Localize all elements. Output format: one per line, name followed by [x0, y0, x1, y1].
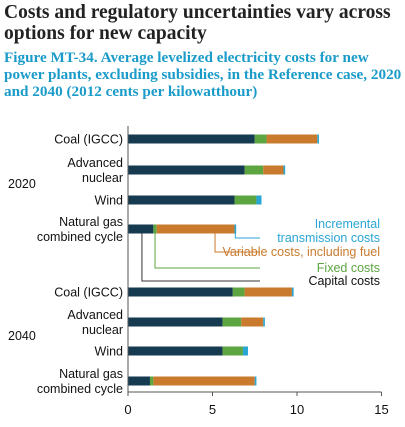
- bar-segment-variable: [241, 317, 264, 327]
- category-label: combined cycle: [37, 230, 123, 244]
- bar-segment-variable: [244, 287, 292, 297]
- category-label: Advanced: [67, 156, 123, 170]
- category-label: Advanced: [67, 308, 123, 322]
- bar-segment-capital: [128, 287, 233, 297]
- bar-segment-fixed: [222, 317, 242, 327]
- category-label: Coal (IGCC): [54, 286, 123, 300]
- bar-segment-variable: [266, 134, 318, 144]
- bar-segment-capital: [128, 195, 235, 205]
- category-label: nuclear: [82, 171, 123, 185]
- bar-segment-variable: [156, 224, 235, 234]
- bar-segment-variable: [153, 376, 255, 386]
- callout-label-capital: Capital costs: [308, 274, 380, 288]
- category-label: Natural gas: [59, 215, 123, 229]
- x-tick-label: 5: [209, 402, 216, 417]
- x-tick-label: 15: [374, 402, 388, 417]
- bar-segment-transmission: [256, 195, 262, 205]
- bar-segment-fixed: [244, 165, 264, 175]
- callout-line-variable: [214, 233, 260, 253]
- category-label: Natural gas: [59, 367, 123, 381]
- bar-segment-capital: [128, 346, 223, 356]
- bar-segment-capital: [128, 376, 150, 386]
- bar-segment-transmission: [242, 346, 248, 356]
- callout-line-capital: [141, 233, 260, 282]
- bar-segment-capital: [128, 165, 245, 175]
- bar-segment-transmission: [317, 134, 319, 144]
- bar-segment-transmission: [254, 376, 257, 386]
- group-label-2020: 2020: [8, 177, 36, 191]
- bar-segment-fixed: [153, 224, 157, 234]
- callout-label-transmission: Incremental: [315, 217, 380, 231]
- bar-segment-variable: [263, 165, 284, 175]
- category-label: Coal (IGCC): [54, 133, 123, 147]
- bar-segment-transmission: [263, 317, 265, 327]
- callout-label-fixed: Fixed costs: [317, 261, 380, 275]
- category-label: Wind: [95, 345, 124, 359]
- category-label: nuclear: [82, 323, 123, 337]
- category-label: Wind: [95, 194, 124, 208]
- bar-segment-fixed: [254, 134, 267, 144]
- callout-label-transmission: transmission costs: [277, 231, 380, 245]
- bar-segment-transmission: [283, 165, 286, 175]
- category-label: combined cycle: [37, 382, 123, 396]
- callout-line-transmission: [234, 233, 260, 239]
- callout-line-fixed: [154, 233, 260, 269]
- callout-label-variable: Variable costs, including fuel: [223, 245, 381, 259]
- bar-segment-transmission: [291, 287, 294, 297]
- bar-segment-fixed: [222, 346, 243, 356]
- bar-segment-capital: [128, 317, 223, 327]
- bar-segment-fixed: [234, 195, 257, 205]
- bar-segment-transmission: [234, 224, 237, 234]
- bar-segment-capital: [128, 134, 255, 144]
- group-label-2040: 2040: [8, 329, 36, 343]
- figure-title: Figure MT-34. Average levelized electric…: [4, 49, 402, 100]
- bar-segment-fixed: [232, 287, 245, 297]
- page-heading: Costs and regulatory uncertainties vary …: [4, 2, 391, 44]
- x-tick-label: 0: [124, 402, 131, 417]
- bar-segment-capital: [128, 224, 154, 234]
- bar-segment-fixed: [149, 376, 154, 386]
- x-tick-label: 10: [290, 402, 304, 417]
